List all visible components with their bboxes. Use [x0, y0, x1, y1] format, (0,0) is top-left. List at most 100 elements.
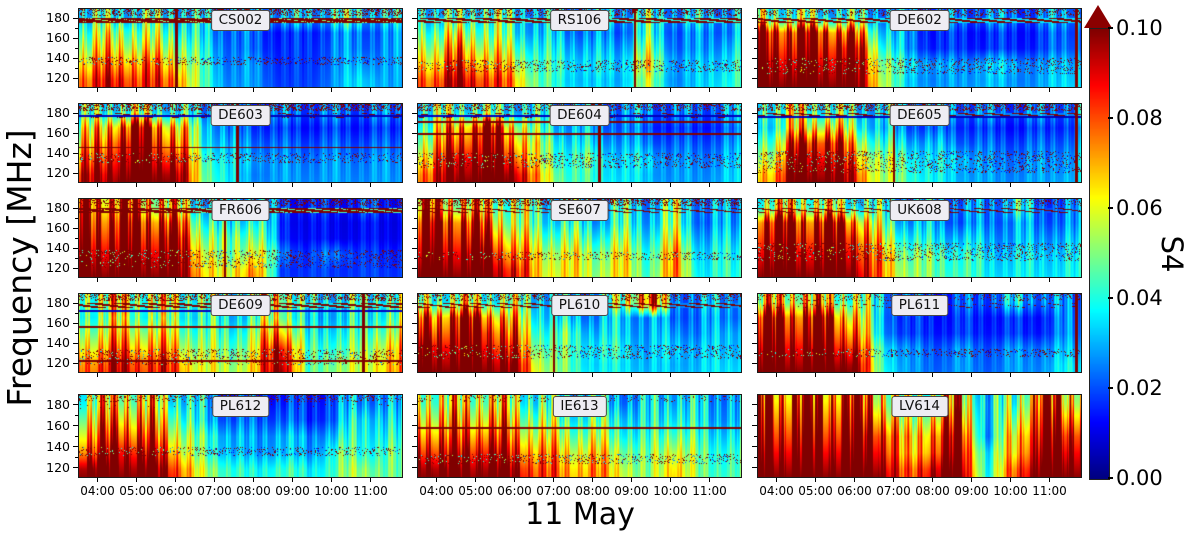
spectrogram-panel-LV614: LV614	[757, 394, 1082, 478]
y-major-tick	[752, 404, 757, 406]
colorbar-extend-arrow-icon	[1084, 5, 1112, 28]
x-major-tick	[291, 88, 294, 92]
x-major-tick	[708, 478, 711, 482]
x-major-tick	[369, 278, 372, 282]
y-minor-tick	[414, 218, 417, 219]
y-major-tick	[412, 227, 417, 229]
y-major-tick	[73, 207, 78, 209]
y-major-tick	[73, 172, 78, 174]
y-major-tick	[412, 152, 417, 154]
y-tick-label: 180	[46, 396, 70, 412]
station-label: PL610	[550, 295, 609, 316]
y-tick-label: 120	[46, 165, 70, 180]
x-tick-label: 04:00	[419, 484, 454, 498]
y-minor-tick	[414, 457, 417, 458]
x-major-tick	[814, 278, 817, 282]
y-major-tick	[412, 267, 417, 269]
x-major-tick	[213, 278, 216, 282]
y-major-tick	[752, 112, 757, 114]
y-major-tick	[412, 112, 417, 114]
x-major-tick	[252, 278, 255, 282]
x-major-tick	[291, 278, 294, 282]
x-major-tick	[708, 183, 711, 187]
y-major-tick	[73, 302, 78, 304]
x-major-tick	[970, 88, 973, 92]
x-tick-label: 05:00	[119, 484, 154, 498]
y-major-tick	[752, 425, 757, 427]
x-major-tick	[330, 478, 333, 482]
station-label: LV614	[890, 396, 949, 417]
x-major-tick	[330, 373, 333, 377]
y-major-tick	[752, 77, 757, 79]
x-axis-label: 11 May	[525, 497, 635, 532]
y-major-tick	[412, 37, 417, 39]
x-major-tick	[252, 373, 255, 377]
x-tick-label: 04:00	[759, 484, 794, 498]
spectrogram-panel-DE602: DE602	[757, 8, 1082, 88]
y-minor-tick	[754, 68, 757, 69]
x-major-tick	[174, 278, 177, 282]
x-major-tick	[330, 88, 333, 92]
x-major-tick	[630, 373, 633, 377]
x-major-tick	[552, 478, 555, 482]
station-label: CS002	[210, 10, 271, 31]
x-major-tick	[853, 183, 856, 187]
y-minor-tick	[75, 163, 78, 164]
spectrogram-panel-IE613: IE613	[417, 394, 742, 478]
x-major-tick	[291, 478, 294, 482]
station-label: UK608	[889, 200, 950, 221]
y-tick-label: 120	[46, 459, 70, 475]
x-major-tick	[814, 88, 817, 92]
x-major-tick	[174, 478, 177, 482]
y-tick-label: 180	[46, 200, 70, 215]
x-major-tick	[931, 88, 934, 92]
y-major-tick	[752, 37, 757, 39]
x-major-tick	[513, 278, 516, 282]
x-tick-label: 10:00	[993, 484, 1028, 498]
x-major-tick	[591, 88, 594, 92]
y-major-tick	[73, 247, 78, 249]
y-minor-tick	[75, 258, 78, 259]
x-major-tick	[291, 373, 294, 377]
y-tick-label: 120	[46, 355, 70, 370]
x-major-tick	[708, 278, 711, 282]
x-tick-label: 05:00	[798, 484, 833, 498]
y-major-tick	[412, 342, 417, 344]
y-minor-tick	[414, 163, 417, 164]
x-major-tick	[552, 183, 555, 187]
y-major-tick	[752, 342, 757, 344]
x-major-tick	[775, 183, 778, 187]
colorbar-tick	[1108, 27, 1113, 29]
colorbar-tick	[1108, 387, 1113, 389]
y-minor-tick	[75, 123, 78, 124]
y-tick-label: 160	[46, 30, 70, 45]
x-major-tick	[970, 478, 973, 482]
y-major-tick	[412, 172, 417, 174]
y-major-tick	[752, 132, 757, 134]
x-major-tick	[552, 278, 555, 282]
y-major-tick	[412, 132, 417, 134]
y-minor-tick	[75, 218, 78, 219]
x-major-tick	[591, 478, 594, 482]
y-minor-tick	[414, 143, 417, 144]
y-major-tick	[73, 17, 78, 19]
y-minor-tick	[754, 48, 757, 49]
y-minor-tick	[75, 457, 78, 458]
x-major-tick	[1048, 478, 1051, 482]
x-tick-label: 08:00	[575, 484, 610, 498]
y-minor-tick	[754, 163, 757, 164]
x-major-tick	[1009, 278, 1012, 282]
x-major-tick	[931, 478, 934, 482]
x-major-tick	[369, 88, 372, 92]
x-major-tick	[213, 88, 216, 92]
colorbar-tick	[1108, 477, 1113, 479]
station-label: DE609	[210, 295, 271, 316]
x-major-tick	[1048, 183, 1051, 187]
x-major-tick	[513, 183, 516, 187]
y-minor-tick	[414, 353, 417, 354]
x-tick-label: 04:00	[80, 484, 115, 498]
x-major-tick	[174, 183, 177, 187]
y-minor-tick	[754, 415, 757, 416]
x-major-tick	[892, 88, 895, 92]
y-major-tick	[752, 322, 757, 324]
